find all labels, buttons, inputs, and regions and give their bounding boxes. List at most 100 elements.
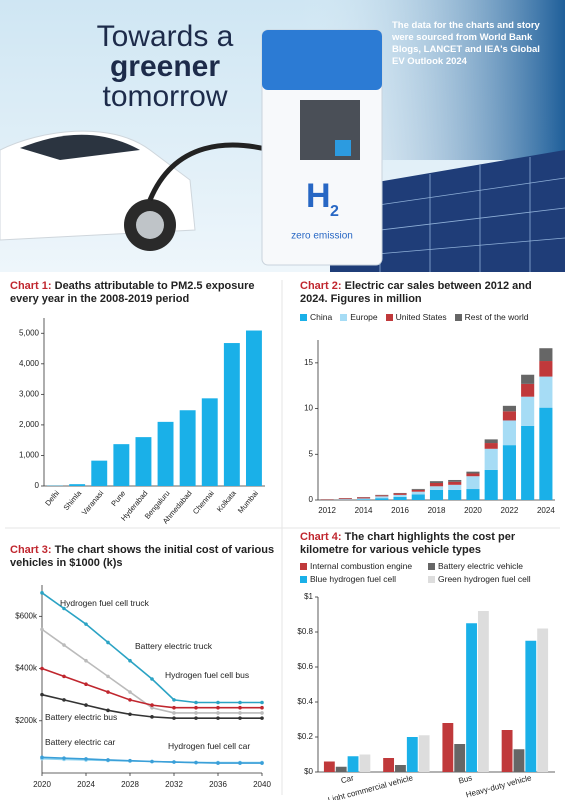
point — [216, 705, 220, 710]
bar-segment — [466, 473, 480, 477]
x-tick-label: 2022 — [501, 506, 519, 515]
point — [260, 711, 264, 715]
chart-title: Chart 3: The chart shows the initial cos… — [10, 544, 278, 570]
point — [238, 711, 242, 715]
bar — [501, 730, 513, 772]
point — [216, 700, 220, 705]
bar-segment — [539, 376, 553, 408]
point — [106, 708, 110, 713]
point — [150, 705, 154, 710]
bar-segment — [484, 469, 498, 500]
point — [40, 627, 44, 632]
point — [194, 700, 198, 705]
point — [172, 705, 176, 710]
station-mark: H — [306, 177, 331, 215]
bar — [347, 756, 359, 772]
x-tick-label: 2018 — [428, 506, 446, 515]
bar-segment — [448, 489, 462, 500]
point — [150, 715, 154, 719]
y-tick-label: $0.6 — [297, 662, 313, 671]
bar-segment — [502, 405, 516, 412]
chart-label: Chart 2: — [300, 280, 342, 292]
bar — [135, 437, 152, 486]
header-illustration — [0, 0, 565, 272]
point — [84, 658, 88, 663]
bar-segment — [521, 425, 535, 500]
point — [260, 705, 264, 710]
x-tick-label: 2024 — [537, 506, 555, 515]
point — [238, 761, 242, 765]
bar — [91, 460, 108, 486]
bar-segment — [375, 498, 389, 500]
y-tick-label: $400k — [15, 664, 38, 673]
legend-item: Europe — [340, 312, 378, 322]
point — [40, 591, 44, 595]
header-note: The data for the charts and story were s… — [392, 20, 540, 67]
y-tick-label: $0.2 — [297, 732, 313, 741]
point — [62, 674, 66, 679]
bar-segment — [357, 498, 371, 500]
bar-segment — [375, 495, 389, 497]
y-tick-label: 10 — [304, 404, 313, 413]
bar-segment — [357, 497, 371, 499]
bar-segment — [429, 481, 444, 483]
point — [106, 690, 110, 694]
point — [128, 658, 132, 663]
y-tick-label: $0 — [304, 767, 313, 776]
bar — [113, 444, 130, 486]
point — [84, 703, 88, 707]
point — [128, 712, 132, 717]
x-tick-label: 2032 — [165, 780, 183, 789]
station-mark: 2 — [330, 203, 339, 220]
bar-segment — [448, 484, 462, 490]
bar-segment — [429, 489, 444, 500]
bar — [201, 398, 218, 486]
point — [216, 761, 220, 765]
legend-swatch — [300, 575, 307, 583]
legend-label: China — [310, 312, 333, 322]
bar-segment — [411, 489, 425, 492]
point — [84, 757, 88, 761]
bar-segment — [338, 499, 352, 500]
bar — [179, 410, 196, 486]
y-tick-label: 4,000 — [19, 359, 40, 368]
chart-title-text: Electric car sales between 2012 and 2024… — [300, 280, 532, 305]
bar-segment — [521, 396, 535, 426]
point — [40, 692, 44, 697]
point — [194, 705, 198, 710]
point — [194, 760, 198, 765]
legend-item: China — [300, 312, 332, 322]
legend: Internal combustion engine Battery electr… — [300, 561, 550, 584]
series-label: Hydrogen fuel cell truck — [60, 598, 149, 608]
series-label: Hydrogen fuel cell bus — [165, 670, 250, 680]
bar-segment — [466, 471, 480, 474]
point — [106, 674, 110, 679]
point — [260, 761, 264, 765]
bar — [383, 758, 395, 772]
point — [172, 716, 176, 720]
point — [194, 716, 198, 720]
bar-segment — [521, 374, 535, 384]
legend-item: United States — [385, 312, 447, 322]
title-line: Towards a — [96, 20, 234, 53]
point — [128, 690, 132, 694]
bar-segment — [393, 496, 407, 500]
x-tick-label: 2024 — [77, 780, 95, 789]
point — [62, 606, 66, 611]
legend-swatch — [454, 313, 462, 321]
bar-segment — [484, 443, 498, 449]
point — [216, 716, 220, 720]
x-tick-label: 2028 — [121, 780, 139, 789]
chart-label: Chart 1: — [10, 280, 52, 292]
point — [150, 677, 154, 681]
bar — [157, 421, 174, 486]
legend-swatch — [340, 313, 348, 321]
bar-segment — [502, 411, 516, 421]
bar-segment — [466, 489, 480, 500]
point — [62, 643, 66, 647]
chart-title: Chart 1: Deaths attributable to PM2.5 ex… — [10, 280, 278, 306]
bar — [359, 754, 371, 772]
point — [172, 698, 176, 702]
point — [194, 711, 198, 715]
y-tick-label: $0.8 — [297, 627, 313, 636]
